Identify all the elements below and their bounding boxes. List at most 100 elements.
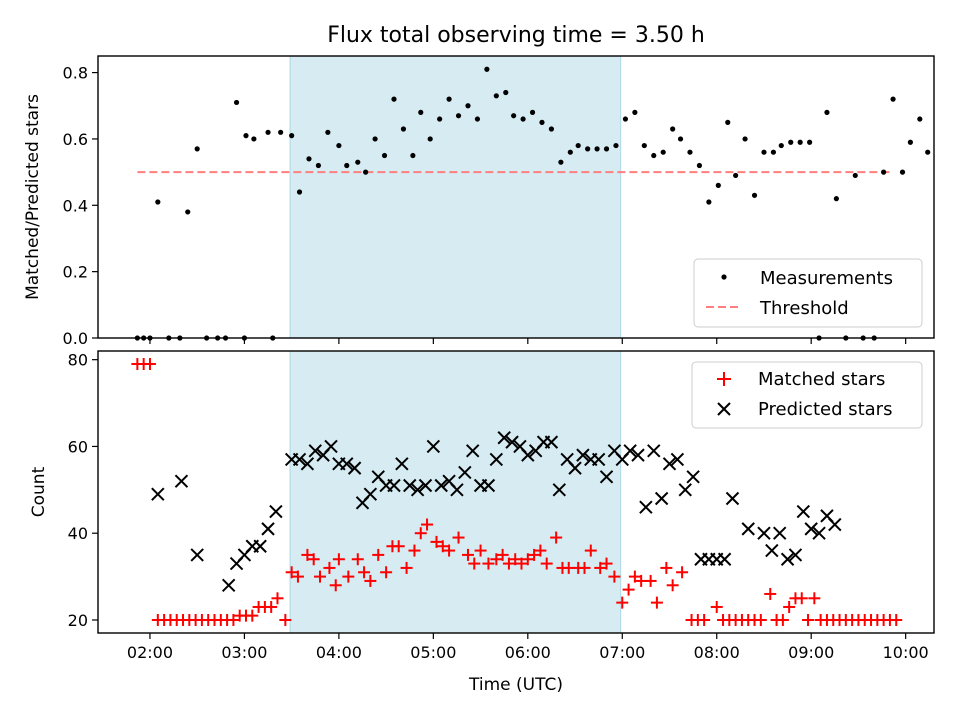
matched-star-point [550,531,563,544]
measurement-point [833,196,839,202]
matched-star-point [408,544,421,557]
measurement-point [677,136,684,142]
matched-star-point [776,613,789,626]
bottom-y-tick-label: 80 [68,351,88,370]
matched-star-point [443,544,456,557]
predicted-star-point [174,474,189,488]
measurement-point [770,149,777,155]
measurement-point [751,192,758,198]
top-y-tick-label: 0.2 [63,263,88,282]
legend-predicted-marker [717,402,731,416]
matched-star-point [332,553,345,566]
x-tick-label: 06:00 [505,643,551,662]
matched-star-point [490,553,503,566]
measurement-point [824,109,830,115]
predicted-star-point [599,470,614,484]
matched-star-point [808,592,821,605]
matched-star-point [502,557,515,570]
predicted-star-point [623,444,637,458]
predicted-star-point [324,439,338,454]
predicted-star-point [151,487,165,501]
matched-star-point [600,557,613,570]
matched-star-point [392,540,405,553]
measurement-point [715,182,721,188]
matched-star-point [666,579,679,592]
matched-star-point [644,574,657,587]
predicted-star-point [497,431,511,445]
bottom-data-marks [131,358,903,626]
predicted-star-point [765,543,779,558]
measurement-point [520,116,526,122]
measurement-point [706,199,712,205]
measurement-point [446,96,452,102]
bottom-y-ticks: 20 40 60 80 [68,351,98,630]
predicted-star-point [796,504,811,519]
predicted-star-point [465,444,480,458]
measurement-point [243,133,249,139]
top-y-axis-label: Matched/Predicted stars [23,94,43,300]
x-tick-label: 05:00 [410,643,456,662]
measurement-point [670,126,676,132]
measurement-point [641,142,647,149]
matched-star-point [474,544,487,557]
measurement-point [344,162,350,169]
bottom-y-tick-label: 40 [68,524,88,543]
predicted-star-point [639,500,653,514]
measurement-point [503,89,509,96]
measurement-point [410,152,416,159]
measurement-point [325,129,331,135]
measurement-point [881,169,887,175]
matched-star-point [802,613,815,626]
measurement-point [567,149,573,155]
matched-star-point [584,544,597,557]
top-y-tick-label: 0.6 [63,130,88,149]
predicted-star-point [489,452,504,467]
measurement-point [289,133,295,139]
matched-star-point [351,553,364,566]
top-y-tick-label: 0.4 [63,196,88,215]
measurement-point [788,139,794,145]
measurement-point [725,119,731,125]
measurement-point [155,199,161,205]
measurement-point [278,129,284,135]
measurement-point [474,116,481,122]
predicted-star-point [387,478,401,493]
measurement-point [400,126,407,132]
predicted-star-point [190,548,204,562]
measurement-point [797,139,803,145]
matched-star-point [540,557,553,570]
predicted-star-point [395,457,409,471]
predicted-star-point [678,483,692,497]
predicted-star-point [253,539,267,553]
measurement-point [427,136,433,142]
measurement-point [455,113,462,119]
matched-star-point [698,613,711,626]
measurement-point [761,149,767,155]
bottom-legend: Matched stars Predicted stars [691,361,923,429]
matched-star-point [265,600,278,613]
predicted-star-point [308,444,322,458]
matched-star-point [468,557,481,570]
matched-star-point [496,548,509,561]
bottom-y-tick-label: 60 [68,437,88,456]
matched-star-point [515,557,528,570]
top-plot-frame [97,55,935,339]
predicted-star-point [788,548,803,562]
x-axis-label: Time (UTC) [468,675,563,695]
measurement-point [484,66,490,72]
predicted-star-point [458,465,472,480]
legend-measurements-marker [721,274,727,280]
measurement-point [437,116,443,122]
predicted-star-point [261,522,275,536]
measurement-point [807,139,813,145]
measurement-point [372,136,378,142]
matched-star-point [628,570,641,583]
measurement-point [391,96,397,102]
top-x-ticks [149,338,907,344]
measurement-point [355,159,361,165]
predicted-star-point [741,522,755,536]
matched-star-point [291,570,304,583]
matched-star-point [271,592,284,605]
